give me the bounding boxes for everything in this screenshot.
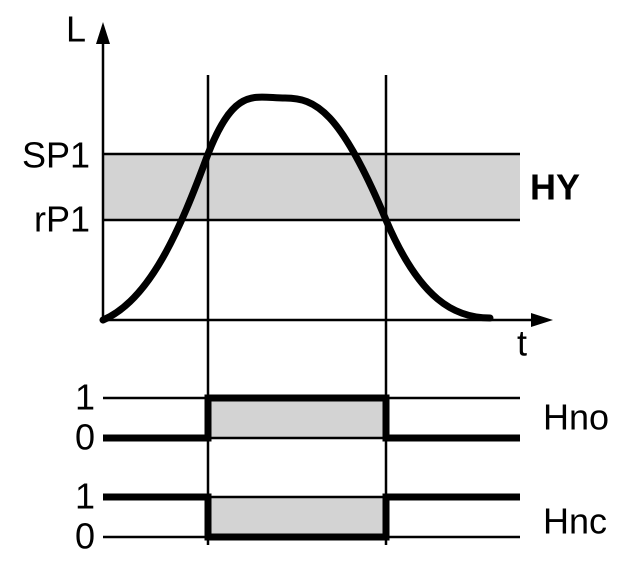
x-axis-label: t [517,323,527,364]
band-label: HY [530,167,580,208]
level-high-label: 1 [75,377,95,418]
level-curve [99,93,494,324]
y-axis-arrow [96,22,110,44]
y-axis-label: L [66,9,86,50]
hnc-signal [103,493,520,541]
hnc-inactive-fill [208,497,386,537]
level-low-label: 0 [75,516,95,557]
hno-active-fill [208,398,386,438]
level-low-label: 0 [75,417,95,458]
hno-signal [103,394,520,442]
x-axis-arrow [531,313,553,327]
lower-threshold-label: rP1 [34,199,90,240]
output-name: Hnc [543,501,607,542]
level-high-label: 1 [75,476,95,517]
output-name: Hno [543,397,609,438]
upper-threshold-label: SP1 [22,135,90,176]
hysteresis-band [103,154,520,220]
